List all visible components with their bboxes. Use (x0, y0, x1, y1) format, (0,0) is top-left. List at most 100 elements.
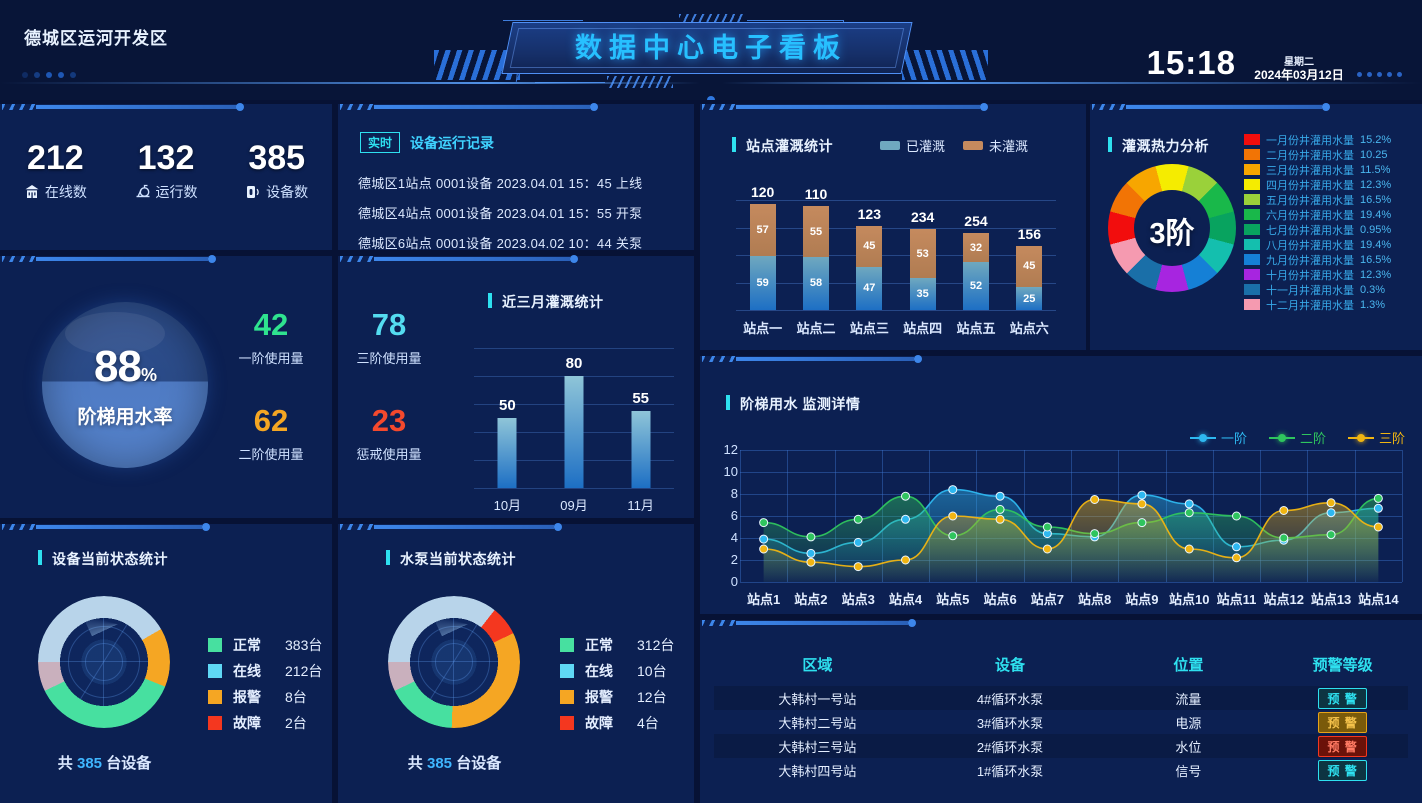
bar-column[interactable]: 254 32 52 站点五 (949, 200, 1002, 336)
pump-status-donut[interactable] (388, 596, 520, 728)
device-status-donut[interactable] (38, 596, 170, 728)
legend-item[interactable]: 十月份井灌用水量 12.3% (1244, 267, 1391, 282)
kpi-item[interactable]: 132 运行数 (111, 138, 222, 202)
panel-header-decor (0, 255, 332, 264)
data-point[interactable] (1232, 511, 1241, 521)
legend-value: 16.5% (1360, 193, 1392, 206)
data-point[interactable] (995, 514, 1005, 524)
legend-item[interactable]: 三月份井灌用水量 11.5% (1244, 162, 1391, 177)
data-point[interactable] (759, 518, 769, 528)
bar-column[interactable]: 50 10月 (474, 348, 541, 513)
legend-label: 七月份井灌用水量 (1266, 224, 1354, 237)
x-axis-label: 站点10 (1168, 592, 1210, 607)
x-axis-label: 站点8 (1078, 592, 1112, 607)
bar-column[interactable]: 234 53 35 站点四 (896, 200, 949, 336)
clock-date: 星期二 2024年03月12日 (1244, 56, 1354, 82)
data-point[interactable] (1326, 508, 1336, 518)
data-point[interactable] (901, 491, 910, 501)
data-point[interactable] (806, 557, 816, 567)
bar-total-label: 120 (750, 183, 775, 200)
data-point[interactable] (1137, 499, 1147, 509)
data-point[interactable] (1373, 503, 1383, 513)
log-row[interactable]: 德城区1站点 0001设备 2023.04.01 15：45 上线 (358, 176, 643, 191)
bar-column[interactable]: 156 45 25 站点六 (1003, 200, 1056, 336)
bar-column[interactable]: 55 11月 (607, 348, 674, 513)
data-point[interactable] (1042, 544, 1052, 554)
bar-column[interactable]: 120 57 59 站点一 (736, 184, 789, 336)
data-point[interactable] (759, 544, 769, 554)
data-point[interactable] (1137, 490, 1147, 500)
legend-item: 一阶 (1190, 428, 1247, 447)
data-point[interactable] (948, 511, 958, 521)
weekday-label: 星期二 (1284, 57, 1314, 68)
data-point[interactable] (1184, 544, 1194, 554)
data-point[interactable] (1137, 518, 1147, 528)
data-point[interactable] (1373, 493, 1383, 503)
log-row[interactable]: 德城区4站点 0001设备 2023.04.01 15：55 开泵 (358, 206, 643, 221)
legend-item[interactable]: 六月份井灌用水量 19.4% (1244, 207, 1391, 222)
legend-item: 在线 212台 (208, 658, 322, 684)
bar-column[interactable]: 80 09月 (541, 348, 608, 513)
data-point[interactable] (948, 531, 958, 541)
heat-donut-chart[interactable]: 3阶 (1108, 164, 1236, 292)
data-point[interactable] (995, 504, 1005, 514)
data-point[interactable] (901, 555, 910, 565)
donut-ring[interactable] (388, 596, 520, 728)
data-point[interactable] (1326, 530, 1336, 540)
data-point[interactable] (806, 532, 816, 542)
data-point[interactable] (1090, 529, 1100, 539)
data-point[interactable] (759, 534, 769, 544)
data-point[interactable] (1184, 508, 1194, 518)
page-header: 德城区运河开发区 数据中心电子看板 15:18 星期二 2024年03月12日 (0, 0, 1422, 100)
data-point[interactable] (1184, 499, 1194, 509)
legend-item[interactable]: 一月份井灌用水量 15.2% (1244, 132, 1391, 147)
legend-item[interactable]: 四月份井灌用水量 12.3% (1244, 177, 1391, 192)
data-point[interactable] (1373, 522, 1383, 532)
data-point[interactable] (995, 491, 1005, 501)
bar-column[interactable]: 110 55 58 站点二 (789, 186, 842, 336)
data-point[interactable] (853, 514, 863, 524)
device-status-legend: 正常 383台 在线 212台 报警 8台 故障 2台 (208, 632, 322, 736)
table-row[interactable]: 大韩村一号站 4#循环水泵 流量 预 警 (714, 686, 1408, 710)
monitor-panel: 阶梯用水 监测详情 一阶 二阶 三阶 12 10 8 6 4 2 0 站点1 站点2 站点3 站点4… (700, 355, 1422, 614)
x-axis-label: 站点1 (747, 592, 781, 607)
legend-item[interactable]: 五月份井灌用水量 16.5% (1244, 192, 1391, 207)
kpi-item[interactable]: 212 在线数 (0, 138, 111, 202)
legend-item[interactable]: 十一月井灌用水量 0.3% (1244, 282, 1391, 297)
data-point[interactable] (1042, 522, 1052, 532)
data-point[interactable] (901, 514, 910, 524)
panel-header-decor (1090, 103, 1422, 112)
data-point[interactable] (1279, 533, 1289, 543)
legend-item[interactable]: 二月份井灌用水量 10.25 (1244, 147, 1391, 162)
bar: 80 (564, 355, 584, 488)
gridline (740, 472, 1402, 473)
bar-column[interactable]: 123 45 47 站点三 (843, 200, 896, 336)
table-row[interactable]: 大韩村四号站 1#循环水泵 信号 预 警 (714, 758, 1408, 782)
data-point[interactable] (806, 548, 816, 558)
y-axis-tick: 12 (723, 442, 738, 457)
legend-item[interactable]: 九月份井灌用水量 16.5% (1244, 252, 1391, 267)
data-point[interactable] (1090, 495, 1100, 504)
data-point[interactable] (853, 562, 863, 572)
log-row[interactable]: 德城区6站点 0001设备 2023.04.02 10：44 关泵 (358, 236, 643, 251)
kpi-row: 212 在线数 132 运行数 385 (0, 138, 332, 202)
header-swoosh-right (722, 82, 1422, 84)
data-point[interactable] (1279, 506, 1289, 515)
legend-item[interactable]: 十二月井灌用水量 1.3% (1244, 297, 1391, 312)
legend-item[interactable]: 七月份井灌用水量 0.95% (1244, 222, 1391, 237)
donut-ring[interactable] (38, 596, 170, 728)
table-row[interactable]: 大韩村二号站 3#循环水泵 电源 预 警 (714, 710, 1408, 734)
data-point[interactable] (948, 485, 958, 495)
data-point[interactable] (1232, 542, 1241, 552)
data-point[interactable] (853, 537, 863, 547)
table-row[interactable]: 大韩村三号站 2#循环水泵 水位 预 警 (714, 734, 1408, 758)
data-point[interactable] (1232, 553, 1241, 563)
cell-device: 3#循环水泵 (976, 715, 1044, 731)
kpi-value: 132 (137, 139, 195, 177)
data-point[interactable] (1326, 498, 1336, 508)
kpi-item[interactable]: 385 设备数 (221, 138, 332, 202)
legend-item[interactable]: 八月份井灌用水量 19.4% (1244, 237, 1391, 252)
y-axis-tick: 0 (730, 574, 738, 589)
legend-swatch (1244, 194, 1260, 205)
bar-segment-unirrigated: 53 (909, 229, 936, 278)
